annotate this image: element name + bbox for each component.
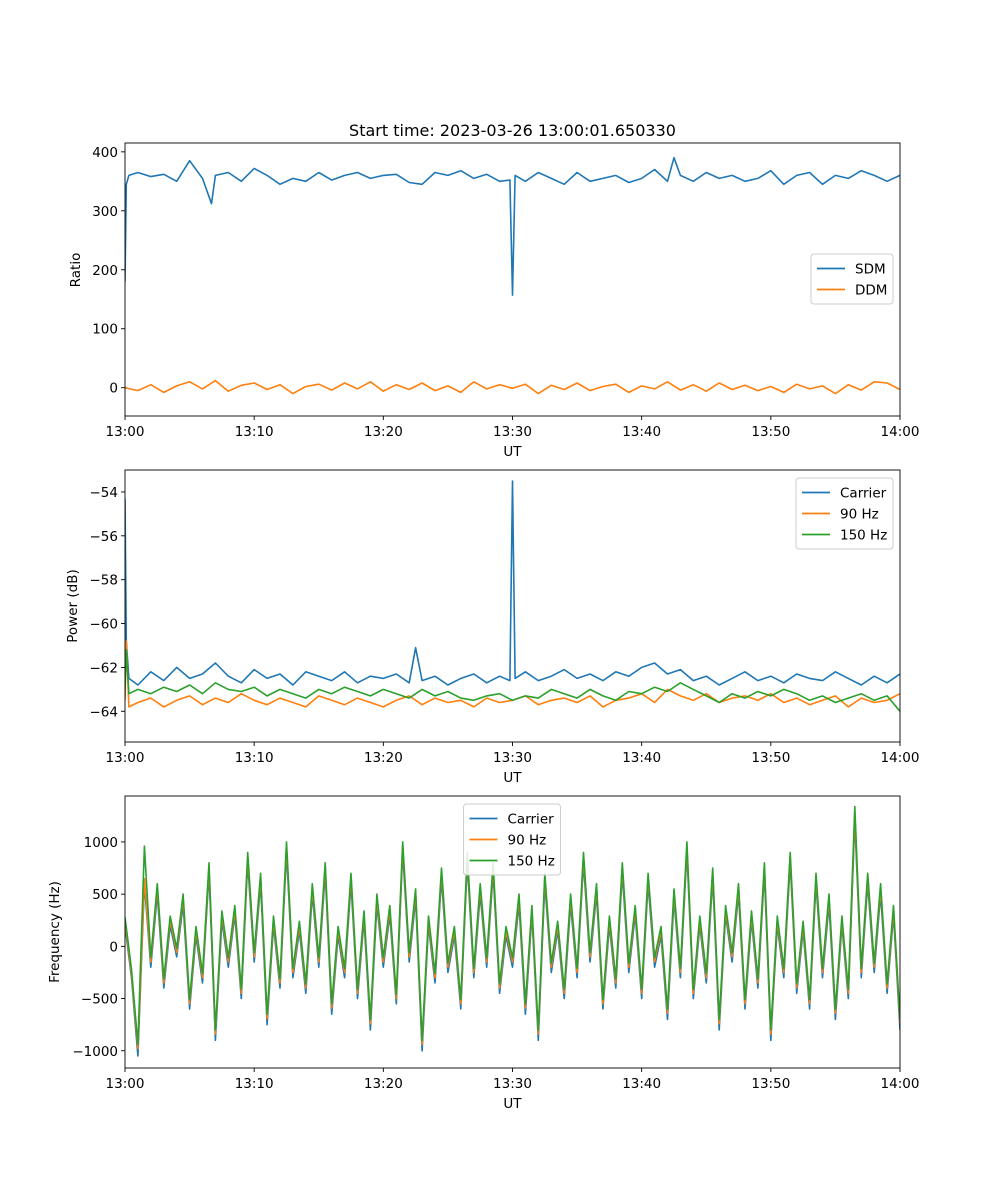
y-tick-label: −1000 <box>72 1044 118 1060</box>
legend: Carrier 90 Hz 150 Hz <box>463 803 561 876</box>
x-tick-label: 13:40 <box>622 750 661 766</box>
x-tick-label: 14:00 <box>881 424 920 440</box>
x-tick-label: 13:20 <box>364 1076 403 1092</box>
x-tick-label: 13:10 <box>235 424 274 440</box>
x-tick-label: 13:40 <box>622 1076 661 1092</box>
frequency-panel: UT Frequency (Hz) 13:00 13:10 13:20 13:30 13… <box>47 795 920 1112</box>
x-axis-label: UT <box>503 770 522 786</box>
legend-label: 150 Hz <box>840 528 887 544</box>
x-tick-label: 13:20 <box>364 750 403 766</box>
x-tick-label: 14:00 <box>881 750 920 766</box>
x-tick-label: 13:00 <box>106 1076 145 1092</box>
legend-box <box>463 803 561 876</box>
legend-label: 90 Hz <box>508 833 547 849</box>
x-tick-label: 13:00 <box>106 750 145 766</box>
x-tick-label: 13:20 <box>364 424 403 440</box>
y-tick-label: −54 <box>90 485 119 501</box>
chart-title: Start time: 2023-03-26 13:00:01.650330 <box>349 121 676 140</box>
x-tick-label: 13:00 <box>106 424 145 440</box>
x-tick-label: 13:50 <box>751 424 790 440</box>
y-tick-label: 0 <box>109 939 118 955</box>
y-tick-label: −56 <box>90 529 119 545</box>
y-tick-label: −60 <box>90 617 119 633</box>
y-tick-label: −64 <box>90 704 119 720</box>
y-tick-label: 400 <box>92 145 118 161</box>
legend-label: DDM <box>855 283 887 299</box>
x-tick-label: 13:50 <box>751 750 790 766</box>
series-line-90-hz <box>125 813 900 1050</box>
x-tick-label: 13:30 <box>493 424 532 440</box>
legend-label: 150 Hz <box>508 854 555 870</box>
legend-label: SDM <box>855 262 886 278</box>
legend-label: 90 Hz <box>840 507 879 523</box>
series-line-ddm <box>125 379 900 395</box>
series-line-sdm <box>125 156 900 296</box>
y-axis-label: Power (dB) <box>65 569 81 642</box>
y-tick-label: 0 <box>109 381 118 397</box>
y-tick-label: 200 <box>92 263 118 279</box>
legend-label: Carrier <box>508 812 555 828</box>
y-axis-label: Frequency (Hz) <box>47 881 63 983</box>
legend: SDM DDM <box>810 253 894 305</box>
legend-box <box>810 253 894 305</box>
x-axis-label: UT <box>503 1096 522 1112</box>
y-tick-label: 100 <box>92 322 118 338</box>
x-axis-label: UT <box>503 444 522 460</box>
y-tick-label: 300 <box>92 204 118 220</box>
legend: Carrier 90 Hz 150 Hz <box>795 477 894 550</box>
legend-box <box>795 477 894 550</box>
y-tick-label: 1000 <box>84 835 118 851</box>
x-tick-label: 14:00 <box>881 1076 920 1092</box>
x-tick-label: 13:30 <box>493 750 532 766</box>
series-line-90-hz <box>125 640 900 708</box>
x-tick-label: 13:10 <box>235 750 274 766</box>
x-tick-label: 13:40 <box>622 424 661 440</box>
series-line-150-hz <box>125 649 900 712</box>
y-tick-label: −58 <box>90 573 119 589</box>
series-line-carrier <box>125 820 900 1057</box>
y-tick-label: −500 <box>81 992 118 1008</box>
x-tick-label: 13:50 <box>751 1076 790 1092</box>
y-axis-label: Ratio <box>68 253 84 288</box>
y-tick-label: −62 <box>90 660 119 676</box>
x-tick-label: 13:10 <box>235 1076 274 1092</box>
power-panel: UT Power (dB) 13:00 13:10 13:20 13:30 13:40 1… <box>65 469 920 786</box>
ratio-panel: Start time: 2023-03-26 13:00:01.650330 U… <box>68 121 919 460</box>
y-tick-label: 500 <box>92 887 118 903</box>
series-line-150-hz <box>125 805 900 1046</box>
series-line-carrier <box>125 480 900 686</box>
x-tick-label: 13:30 <box>493 1076 532 1092</box>
legend-label: Carrier <box>840 486 887 502</box>
